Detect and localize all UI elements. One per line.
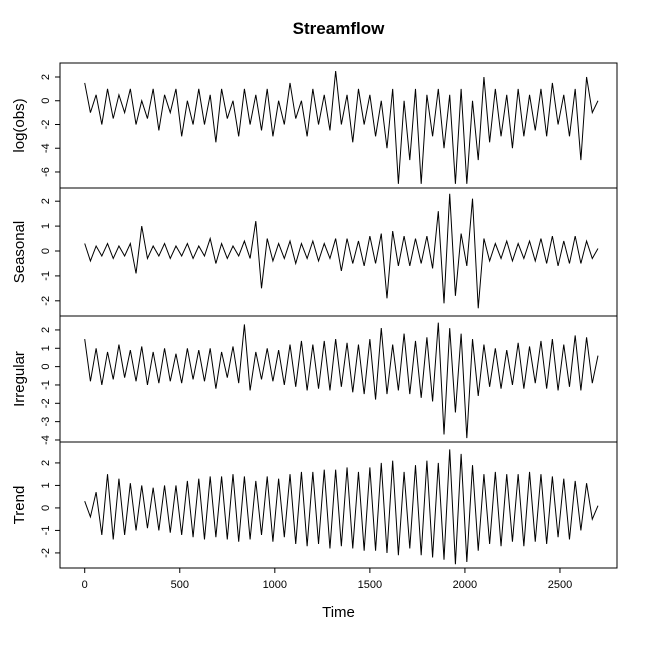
y-tick-label: -2 [40,120,52,130]
series-line [84,193,599,309]
x-tick-label: 0 [82,579,88,591]
panel-frame [59,315,618,443]
y-axis-label: Irregular [11,351,28,407]
series-line [84,449,599,565]
y-axis-label: Seasonal [11,221,28,284]
y-tick-label: -3 [40,417,52,427]
y-tick-label: -4 [40,435,52,445]
y-tick-label: 2 [40,74,52,80]
y-tick-label: -1 [40,526,52,536]
y-tick-label: -2 [40,398,52,408]
y-tick-label: 2 [40,327,52,333]
x-axis-label: Time [322,604,355,621]
y-tick-label: -6 [40,167,52,177]
y-tick-label: 0 [40,505,52,511]
y-tick-label: 1 [40,223,52,229]
y-tick-label: -4 [40,143,52,153]
y-axis-label: Trend [11,486,28,525]
x-tick-label: 2500 [548,579,572,591]
y-tick-label: -1 [40,271,52,281]
x-tick-label: 1500 [358,579,382,591]
y-tick-label: 2 [40,198,52,204]
panel-frame [59,62,618,189]
y-tick-label: -2 [40,296,52,306]
series-line [84,71,599,184]
y-tick-label: 1 [40,345,52,351]
x-tick-label: 1000 [263,579,287,591]
y-tick-label: 0 [40,364,52,370]
y-tick-label: -2 [40,548,52,558]
y-axis-label: log(obs) [11,98,28,152]
y-tick-label: 0 [40,98,52,104]
x-tick-label: 500 [171,579,189,591]
series-line [84,322,599,439]
y-tick-label: 0 [40,248,52,254]
y-tick-label: -1 [40,380,52,390]
y-tick-label: 1 [40,482,52,488]
chart-title: Streamflow [293,19,385,38]
x-tick-label: 2000 [453,579,477,591]
y-tick-label: 2 [40,460,52,466]
